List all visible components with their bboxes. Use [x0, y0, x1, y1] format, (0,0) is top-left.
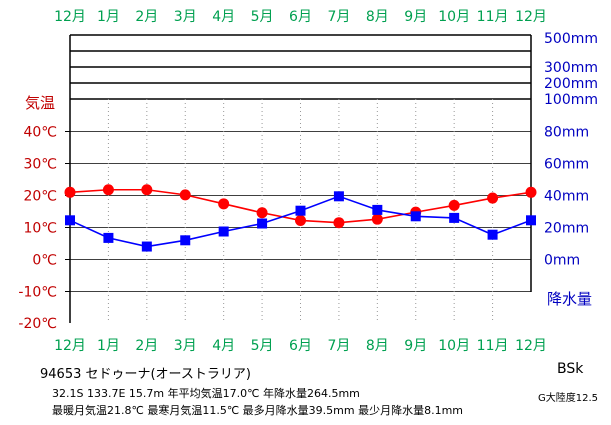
precipitation-point — [180, 235, 191, 246]
precipitation-point — [487, 229, 498, 240]
chart-labels: 12月 12月 1月 1月 2月 2月 3月 3月 4月 4月 5月 5月 6月 6月 7月 7月 8月 8月 9月… — [18, 9, 598, 354]
temperature-point — [179, 189, 191, 201]
precipitation-point — [65, 215, 75, 226]
climate-chart: 12月 12月 1月 1月 2月 2月 3月 3月 4月 4月 5月 5月 6月 6月 7月 7月 8月 8月 9月… — [18, 9, 598, 354]
station-coordinates-summary: 32.1S 133.7E 15.7m 年平均気温17.0℃ 年降水量264.5m… — [52, 387, 360, 400]
precipitation-point — [526, 215, 536, 226]
precipitation-point — [218, 226, 229, 237]
month-label-bottom: 12月 — [515, 338, 547, 354]
chart-series — [64, 184, 537, 252]
precipitation-tick-label: 0mm — [544, 253, 580, 269]
precipitation-tick-label: 60mm — [544, 157, 589, 173]
month-label-bottom: 11月 — [477, 338, 509, 354]
precipitation-tick-label: 80mm — [544, 125, 589, 141]
month-label-bottom: 4月 — [212, 338, 235, 354]
station-extremes-summary: 最暖月気温21.8℃ 最寒月気温11.5℃ 最多月降水量39.5mm 最少月降水… — [52, 404, 464, 417]
continentality-index: G大陸度12.5 — [538, 393, 599, 404]
month-label-bottom: 10月 — [438, 338, 470, 354]
month-label-bottom: 9月 — [404, 338, 427, 354]
temperature-tick-label: -10℃ — [18, 285, 57, 301]
month-label-bottom: 2月 — [135, 338, 158, 354]
precipitation-point — [141, 241, 152, 252]
temperature-tick-label: -20℃ — [18, 316, 57, 332]
precipitation-tick-label: 100mm — [544, 92, 598, 108]
temperature-tick-label: 10℃ — [23, 221, 57, 237]
chart-grid — [70, 34, 531, 323]
temperature-tick-label: 0℃ — [32, 253, 57, 269]
precipitation-tick-label: 200mm — [544, 76, 598, 92]
precipitation-point — [295, 205, 306, 216]
month-label-top: 4月 — [212, 9, 235, 25]
temperature-point — [141, 184, 153, 196]
precipitation-tick-label: 500mm — [544, 31, 598, 47]
precipitation-point — [449, 212, 460, 223]
precipitation-point — [372, 204, 383, 215]
month-label-top: 7月 — [327, 9, 350, 25]
month-label-bottom: 7月 — [327, 338, 350, 354]
precipitation-tick-label: 20mm — [544, 221, 589, 237]
climate-class: BSk — [557, 361, 584, 377]
temperature-point — [333, 217, 345, 229]
temperature-point — [218, 198, 230, 210]
month-label-top: 10月 — [438, 9, 470, 25]
month-label-top: 5月 — [251, 9, 274, 25]
chart-axes — [65, 35, 532, 323]
month-label-top: 3月 — [174, 9, 197, 25]
month-label-bottom: 3月 — [174, 338, 197, 354]
month-label-bottom: 8月 — [366, 338, 389, 354]
precipitation-tick-label: 300mm — [544, 60, 598, 76]
month-label-bottom: 6月 — [289, 338, 312, 354]
month-label-top: 12月 — [515, 9, 547, 25]
precipitation-tick-label: 40mm — [544, 189, 589, 205]
temperature-point — [448, 199, 460, 211]
month-label-top: 2月 — [135, 9, 158, 25]
month-label-top: 9月 — [404, 9, 427, 25]
month-label-bottom: 5月 — [251, 338, 274, 354]
temperature-point — [371, 213, 383, 225]
precipitation-point — [257, 218, 268, 229]
temperature-tick-label: 30℃ — [23, 157, 57, 173]
temperature-tick-label: 40℃ — [23, 125, 57, 141]
month-label-top: 1月 — [97, 9, 120, 25]
month-label-top: 11月 — [477, 9, 509, 25]
temperature-point — [525, 186, 537, 198]
temperature-point — [256, 207, 268, 219]
precipitation-point — [103, 232, 114, 243]
month-label-top: 6月 — [289, 9, 312, 25]
precipitation-point — [410, 211, 421, 222]
month-label-bottom: 12月 — [54, 338, 86, 354]
temperature-point — [102, 184, 114, 196]
temperature-tick-label: 20℃ — [23, 189, 57, 205]
temperature-point — [295, 214, 306, 226]
month-label-top: 8月 — [366, 9, 389, 25]
temperature-point — [64, 186, 76, 198]
precipitation-point — [333, 191, 344, 202]
temperature-point — [487, 192, 499, 204]
month-label-bottom: 1月 — [97, 338, 120, 354]
temperature-axis-title: 気温 — [25, 94, 55, 112]
precipitation-axis-title: 降水量 — [547, 290, 592, 308]
station-title: 94653 セドゥーナ(オーストラリア) — [40, 367, 251, 382]
month-label-top: 12月 — [54, 9, 86, 25]
